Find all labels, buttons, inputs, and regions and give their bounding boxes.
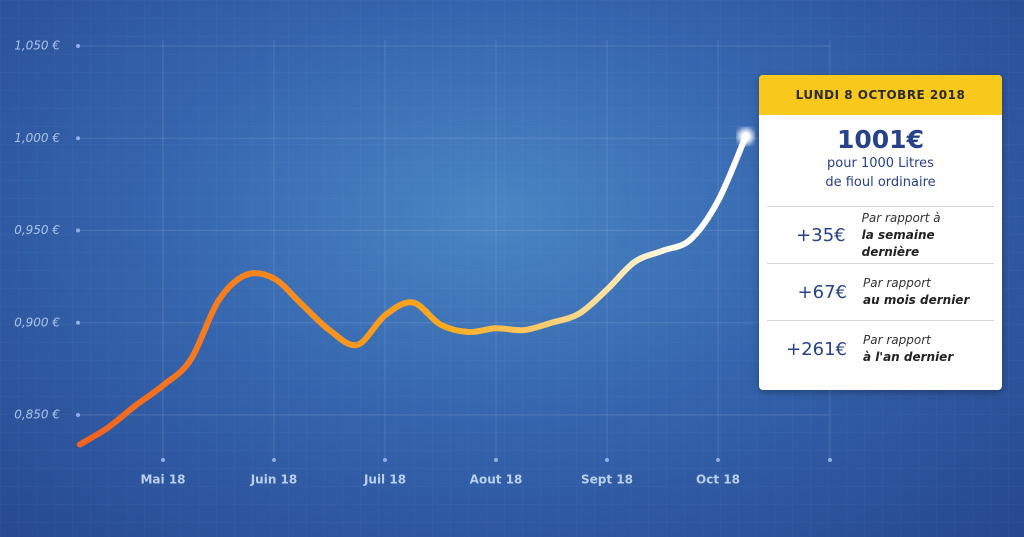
y-tick-label: 1,000 € [14, 131, 60, 145]
x-tick-label: Aout 18 [470, 473, 523, 487]
change: +261€ [786, 338, 847, 360]
change: +35€ [796, 224, 846, 246]
tick-dot [383, 458, 387, 462]
tick-dot [494, 458, 498, 462]
line [76, 133, 749, 448]
change-label: à l'an dernier [863, 350, 954, 364]
end-point [741, 132, 750, 141]
tick-dot [605, 458, 609, 462]
x-tick-label: Oct 18 [696, 473, 740, 487]
x-tick-label: Mai 18 [140, 473, 185, 487]
change-row: +67€ Par rapport au mois dernier [767, 263, 994, 320]
x-tick-label: Juil 18 [363, 473, 406, 487]
tick-dot [76, 44, 80, 48]
change-row: +35€ Par rapport à la semaine dernière [767, 206, 994, 263]
y-tick-label: 0,950 € [14, 223, 60, 237]
tick-dot [76, 320, 80, 325]
price-card: LUNDI 8 OCTOBRE 2018 1001€ pour 1000 Lit… [759, 75, 1002, 390]
change-label: au mois dernier [863, 293, 970, 307]
tick-dot [76, 228, 80, 233]
tick-dot [76, 136, 80, 141]
x-tick-label: Juin 18 [250, 473, 298, 487]
change: +67€ [797, 281, 847, 303]
tick-dot [161, 458, 165, 462]
tick-dot [76, 413, 80, 417]
x-tick-label: Sept 18 [581, 473, 633, 487]
y-tick-label: 0,850 € [14, 408, 60, 422]
change-label: Par rapport [863, 333, 931, 347]
change-label: Par rapport à [861, 210, 941, 225]
tick-dot [828, 458, 832, 462]
change-label: Par rapport [863, 276, 931, 290]
tick-dot [272, 458, 276, 462]
y-tick-label: 0,900 € [14, 315, 60, 329]
price-note: pour 1000 Litres [827, 156, 934, 171]
date: LUNDI 8 OCTOBRE 2018 [759, 75, 1002, 115]
tick-dot [716, 458, 720, 462]
change-label: la semaine dernière [861, 227, 935, 259]
y-tick-label: 1,050 € [14, 39, 60, 53]
change-row: +261€ Par rapport à l'an dernier [767, 320, 994, 377]
price: 1001€ [837, 125, 924, 154]
price-note: de fioul ordinaire [825, 175, 936, 190]
